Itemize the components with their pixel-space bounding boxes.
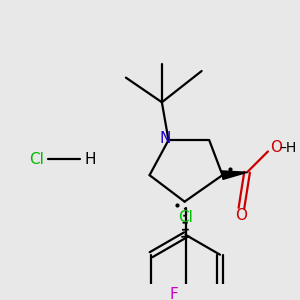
Text: O: O xyxy=(236,208,247,224)
Text: –H: –H xyxy=(279,141,296,155)
Text: F: F xyxy=(169,287,178,300)
Text: O: O xyxy=(270,140,282,155)
Text: Cl: Cl xyxy=(29,152,44,166)
Text: N: N xyxy=(159,131,170,146)
Polygon shape xyxy=(222,171,247,179)
Text: Cl: Cl xyxy=(178,210,193,225)
Text: H: H xyxy=(84,152,96,166)
